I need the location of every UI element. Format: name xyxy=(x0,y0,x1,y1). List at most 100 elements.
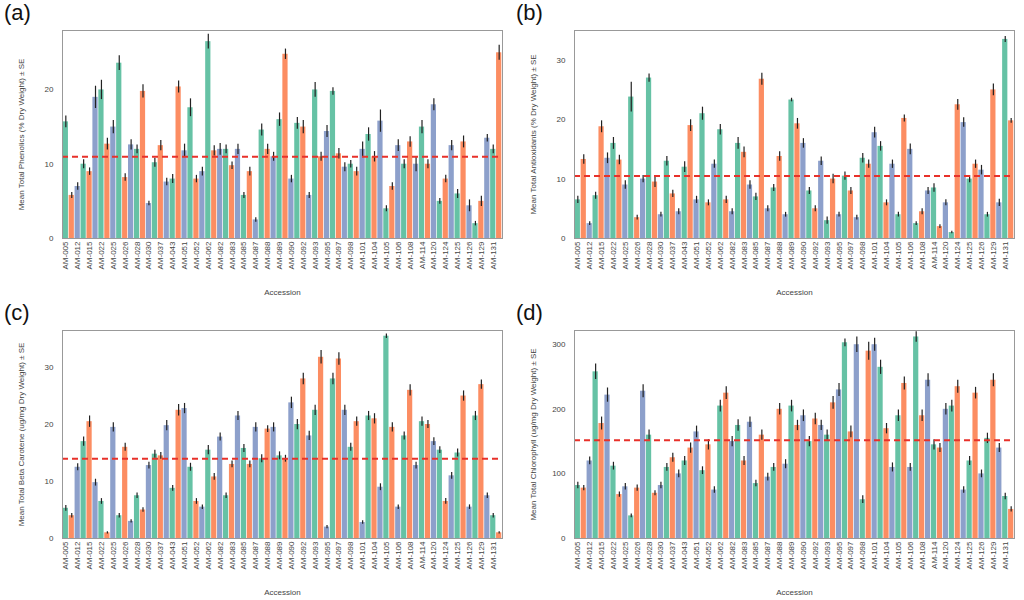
svg-text:AM-129: AM-129 xyxy=(989,241,998,270)
svg-text:AM-129: AM-129 xyxy=(989,541,998,570)
svg-text:AM-083: AM-083 xyxy=(228,541,237,570)
svg-text:AM-089: AM-089 xyxy=(275,541,284,570)
svg-text:Mean Total Antioxidants (% Dry: Mean Total Antioxidants (% Dry Weight) ±… xyxy=(529,54,538,214)
svg-text:AM-126: AM-126 xyxy=(977,241,986,270)
svg-text:10: 10 xyxy=(557,175,566,184)
svg-text:AM-095: AM-095 xyxy=(323,541,332,570)
svg-text:AM-120: AM-120 xyxy=(429,241,438,270)
svg-text:AM-062: AM-062 xyxy=(716,541,725,570)
svg-text:AM-093: AM-093 xyxy=(823,241,832,270)
svg-text:AM-030: AM-030 xyxy=(144,541,153,570)
svg-text:10: 10 xyxy=(45,160,54,169)
svg-text:AM-005: AM-005 xyxy=(573,541,582,570)
svg-text:AM-062: AM-062 xyxy=(204,541,213,570)
svg-text:AM-043: AM-043 xyxy=(680,241,689,270)
svg-text:0: 0 xyxy=(561,234,566,243)
svg-text:AM-092: AM-092 xyxy=(811,541,820,570)
svg-text:AM-108: AM-108 xyxy=(406,241,415,270)
svg-text:AM-085: AM-085 xyxy=(239,541,248,570)
svg-text:AM-108: AM-108 xyxy=(406,541,415,570)
svg-text:AM-101: AM-101 xyxy=(358,541,367,570)
svg-text:AM-052: AM-052 xyxy=(192,241,201,270)
svg-text:AM-022: AM-022 xyxy=(97,241,106,270)
svg-text:AM-104: AM-104 xyxy=(370,541,379,570)
svg-text:10: 10 xyxy=(45,477,54,486)
svg-text:30: 30 xyxy=(557,56,566,65)
svg-text:AM-026: AM-026 xyxy=(121,241,130,270)
svg-text:AM-125: AM-125 xyxy=(453,241,462,270)
svg-text:AM-124: AM-124 xyxy=(441,241,450,270)
svg-text:AM-015: AM-015 xyxy=(85,241,94,270)
svg-text:AM-092: AM-092 xyxy=(811,241,820,270)
svg-text:AM-095: AM-095 xyxy=(835,241,844,270)
svg-text:AM-043: AM-043 xyxy=(168,241,177,270)
svg-text:AM-028: AM-028 xyxy=(645,241,654,270)
svg-text:AM-105: AM-105 xyxy=(894,541,903,570)
svg-text:AM-114: AM-114 xyxy=(930,541,939,569)
svg-text:AM-037: AM-037 xyxy=(156,241,165,270)
svg-text:AM-093: AM-093 xyxy=(823,541,832,570)
svg-text:AM-093: AM-093 xyxy=(311,241,320,270)
svg-text:AM-030: AM-030 xyxy=(656,541,665,570)
svg-text:20: 20 xyxy=(45,85,54,94)
svg-text:AM-082: AM-082 xyxy=(728,241,737,270)
svg-text:AM-012: AM-012 xyxy=(73,541,82,570)
svg-text:0: 0 xyxy=(561,534,566,543)
svg-text:AM-012: AM-012 xyxy=(73,241,82,270)
svg-text:30: 30 xyxy=(45,363,54,372)
svg-text:AM-090: AM-090 xyxy=(799,541,808,570)
svg-text:AM-101: AM-101 xyxy=(358,241,367,270)
svg-text:AM-022: AM-022 xyxy=(609,241,618,270)
svg-text:AM-030: AM-030 xyxy=(656,241,665,270)
svg-text:AM-088: AM-088 xyxy=(263,241,272,270)
svg-text:AM-083: AM-083 xyxy=(228,241,237,270)
svg-text:AM-043: AM-043 xyxy=(680,541,689,570)
svg-text:AM-098: AM-098 xyxy=(346,241,355,270)
svg-text:AM-062: AM-062 xyxy=(204,241,213,270)
svg-text:AM-005: AM-005 xyxy=(573,241,582,270)
svg-text:AM-025: AM-025 xyxy=(621,541,630,570)
svg-text:AM-104: AM-104 xyxy=(882,241,891,270)
svg-text:Mean Total Chlorophyll (ug/mg: Mean Total Chlorophyll (ug/mg Dry Weight… xyxy=(529,348,538,520)
svg-text:AM-106: AM-106 xyxy=(906,541,915,570)
svg-text:20: 20 xyxy=(557,115,566,124)
svg-text:AM-083: AM-083 xyxy=(740,541,749,570)
svg-text:AM-052: AM-052 xyxy=(192,541,201,570)
svg-text:AM-098: AM-098 xyxy=(858,541,867,570)
svg-text:AM-104: AM-104 xyxy=(370,241,379,270)
svg-text:AM-015: AM-015 xyxy=(597,241,606,270)
svg-text:AM-125: AM-125 xyxy=(965,241,974,270)
svg-text:AM-101: AM-101 xyxy=(870,541,879,570)
svg-text:AM-087: AM-087 xyxy=(251,241,260,270)
svg-text:AM-131: AM-131 xyxy=(1001,541,1010,570)
svg-text:AM-129: AM-129 xyxy=(477,541,486,570)
svg-text:AM-082: AM-082 xyxy=(216,241,225,270)
svg-text:AM-085: AM-085 xyxy=(239,241,248,270)
svg-text:Mean Total Phenolics (% Dry We: Mean Total Phenolics (% Dry Weight) ± SE xyxy=(17,59,26,211)
svg-text:AM-005: AM-005 xyxy=(61,241,70,270)
svg-text:AM-095: AM-095 xyxy=(323,241,332,270)
svg-text:AM-012: AM-012 xyxy=(585,541,594,570)
svg-text:AM-124: AM-124 xyxy=(953,241,962,270)
svg-text:AM-088: AM-088 xyxy=(775,541,784,570)
svg-text:AM-090: AM-090 xyxy=(287,541,296,570)
svg-text:AM-026: AM-026 xyxy=(121,541,130,570)
svg-text:AM-052: AM-052 xyxy=(704,241,713,270)
svg-text:AM-106: AM-106 xyxy=(394,541,403,570)
svg-text:AM-025: AM-025 xyxy=(621,241,630,270)
svg-text:AM-126: AM-126 xyxy=(465,241,474,270)
svg-text:AM-093: AM-093 xyxy=(311,541,320,570)
svg-text:AM-087: AM-087 xyxy=(763,541,772,570)
svg-text:AM-015: AM-015 xyxy=(85,541,94,570)
svg-text:AM-097: AM-097 xyxy=(334,541,343,570)
svg-text:AM-106: AM-106 xyxy=(394,241,403,270)
svg-text:AM-098: AM-098 xyxy=(858,241,867,270)
svg-text:AM-088: AM-088 xyxy=(775,241,784,270)
svg-text:AM-105: AM-105 xyxy=(382,541,391,570)
svg-text:Accession: Accession xyxy=(264,288,300,297)
svg-text:AM-088: AM-088 xyxy=(263,541,272,570)
svg-text:AM-124: AM-124 xyxy=(441,541,450,570)
svg-text:AM-028: AM-028 xyxy=(133,241,142,270)
svg-text:AM-043: AM-043 xyxy=(168,541,177,570)
svg-text:AM-114: AM-114 xyxy=(930,241,939,269)
